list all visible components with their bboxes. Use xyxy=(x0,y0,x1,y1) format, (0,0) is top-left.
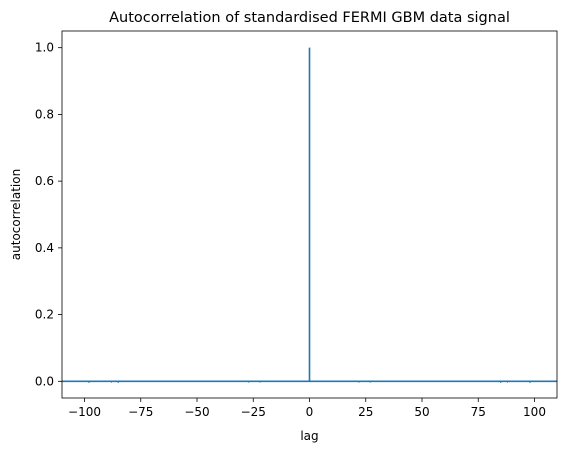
x-tick-label: 100 xyxy=(523,405,546,419)
x-axis-ticks: −100 −75 −50 −25 0 25 50 75 100 xyxy=(68,398,546,419)
x-tick-label: −75 xyxy=(128,405,153,419)
x-tick-label: −25 xyxy=(241,405,266,419)
x-axis-label: lag xyxy=(300,429,318,443)
y-axis-ticks: 0.0 0.2 0.4 0.6 0.8 1.0 xyxy=(35,41,62,388)
x-tick-label: −100 xyxy=(68,405,101,419)
chart-title: Autocorrelation of standardised FERMI GB… xyxy=(109,10,510,26)
stems-group xyxy=(88,47,531,383)
y-tick-label: 0.0 xyxy=(35,374,54,388)
x-tick-label: −50 xyxy=(184,405,209,419)
plot-frame xyxy=(61,30,558,399)
x-tick-label: 50 xyxy=(414,405,429,419)
x-tick-label: 0 xyxy=(306,405,314,419)
y-tick-label: 0.6 xyxy=(35,174,54,188)
y-tick-label: 0.2 xyxy=(35,308,54,322)
y-tick-label: 0.8 xyxy=(35,107,54,121)
x-tick-label: 75 xyxy=(471,405,486,419)
y-axis-label: autocorrelation xyxy=(9,169,23,260)
y-tick-label: 1.0 xyxy=(35,41,54,55)
x-tick-label: 25 xyxy=(358,405,373,419)
y-tick-label: 0.4 xyxy=(35,241,54,255)
